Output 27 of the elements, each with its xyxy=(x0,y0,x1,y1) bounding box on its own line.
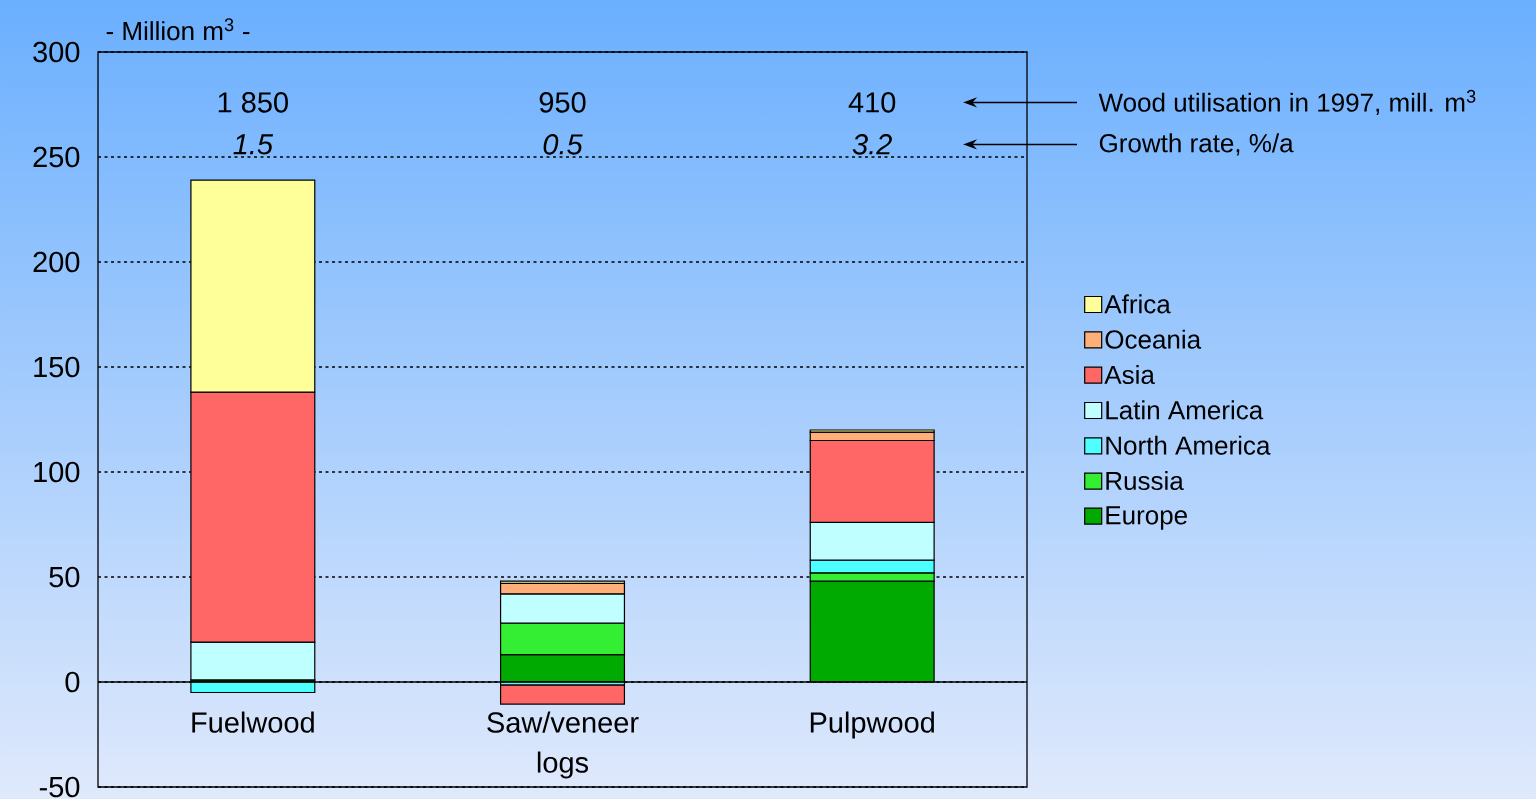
legend-label: Latin America xyxy=(1106,400,1264,420)
y-tick-label: 200 xyxy=(33,251,80,273)
y-tick-label: 50 xyxy=(49,566,80,588)
text: Wood utilisation in 1997, mill. m$^{3}$ xyxy=(1098,89,1476,115)
y-tick-label: 0 xyxy=(65,671,80,693)
legend-label: Europe xyxy=(1106,506,1187,530)
y-tick-label: 150 xyxy=(34,356,80,378)
text: Growth rate, %/a xyxy=(1099,133,1294,156)
legend-label: Oceania xyxy=(1105,329,1202,349)
x-tick-label: Saw/veneer logs xyxy=(487,711,639,779)
y-tick-label: 300 xyxy=(33,41,80,63)
annotation: 410 xyxy=(848,92,896,113)
annotation: 1 850 xyxy=(218,92,288,113)
y-axis-title: - Million m$^{3}$ - xyxy=(106,18,250,41)
y-tick-label: 250 xyxy=(33,146,80,168)
annotation: 1.5 xyxy=(233,134,274,155)
legend-label: North America xyxy=(1106,435,1271,455)
y-tick-label: -50 xyxy=(39,776,80,798)
y-tick-label: 100 xyxy=(34,461,80,483)
legend-label: Asia xyxy=(1104,365,1155,385)
legend-label: Russia xyxy=(1106,471,1184,491)
annotation: 950 xyxy=(539,92,586,113)
x-tick-label: Pulpwood xyxy=(810,711,934,739)
annotation: 0.5 xyxy=(543,134,583,155)
annotation: 3.2 xyxy=(852,134,892,155)
x-tick-label: Fuelwood xyxy=(192,711,314,733)
legend-label: Africa xyxy=(1104,294,1171,314)
